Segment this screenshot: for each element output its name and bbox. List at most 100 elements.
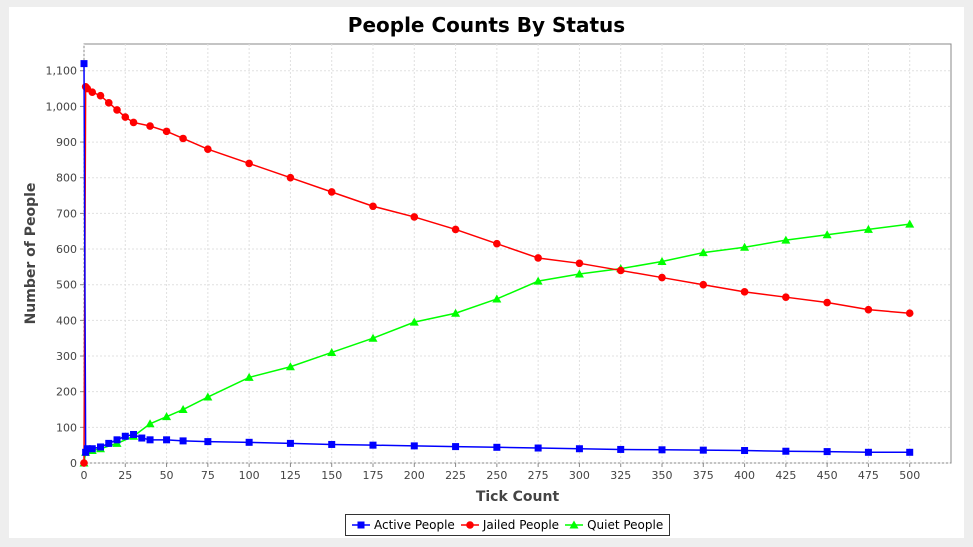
active-people-point	[699, 446, 707, 454]
jailed-people-point	[823, 298, 831, 307]
active-people-point	[328, 440, 336, 448]
quiet-people-point	[822, 230, 832, 239]
x-tick-label: 150	[321, 469, 342, 482]
active-people-point	[97, 443, 105, 451]
active-people-point	[782, 447, 790, 455]
y-tick-label: 300	[56, 350, 77, 363]
quiet-people-point	[409, 317, 419, 326]
active-people-point	[823, 448, 831, 456]
active-people-point	[121, 432, 129, 440]
x-tick-label: 0	[81, 469, 88, 482]
jailed-people-point	[905, 309, 914, 318]
x-tick-label: 175	[363, 469, 384, 482]
y-tick-label: 1,000	[46, 100, 78, 113]
active-people-point	[741, 447, 749, 455]
x-tick-label: 275	[528, 469, 549, 482]
x-tick-label: 425	[775, 469, 796, 482]
legend-swatch-active-people	[352, 521, 370, 529]
jailed-people-point	[451, 225, 460, 234]
jailed-people-point	[658, 273, 666, 282]
x-tick-label: 25	[118, 469, 132, 482]
legend-label: Active People	[374, 518, 455, 532]
quiet-people-point	[368, 333, 378, 342]
jailed-people-point	[410, 213, 419, 221]
jailed-people-point	[327, 188, 336, 196]
x-tick-label: 325	[610, 469, 631, 482]
y-tick-label: 600	[56, 243, 77, 256]
legend: Active People Jailed People Quiet People	[345, 514, 671, 536]
chart-panel: People Counts By Status 0 25 50 75 100 125 150…	[9, 7, 964, 538]
quiet-people-point	[657, 257, 667, 266]
jailed-people-point	[534, 254, 542, 262]
active-people-point	[83, 445, 91, 453]
x-tick-label: 225	[445, 469, 466, 482]
jailed-people-point	[129, 118, 138, 127]
active-people-point	[88, 445, 96, 453]
jailed-people-point	[699, 280, 708, 289]
legend-item-active-people: Active People	[352, 518, 455, 532]
x-tick-label: 500	[899, 469, 920, 482]
quiet-people-point	[145, 419, 155, 428]
jailed-people-point	[80, 459, 88, 467]
jailed-people-point	[96, 91, 105, 100]
quiet-people-point	[203, 392, 213, 401]
quiet-people-point	[327, 347, 337, 356]
active-people-point	[906, 448, 914, 456]
active-people-point	[245, 438, 253, 446]
active-people-point	[369, 441, 377, 449]
jailed-people-point	[616, 266, 625, 275]
plot-area	[83, 43, 952, 464]
chart-title: People Counts By Status	[347, 13, 626, 37]
active-people-point	[493, 443, 501, 451]
legend-item-jailed-people: Jailed People	[460, 518, 560, 532]
x-tick-label: 350	[652, 469, 673, 482]
jailed-people-point	[104, 99, 113, 107]
x-axis-title: Tick Count	[476, 489, 560, 505]
legend-label: Jailed People	[482, 518, 560, 532]
y-tick-label: 900	[56, 136, 77, 149]
y-tick-label: 200	[56, 386, 77, 399]
quiet-people-point	[533, 276, 543, 285]
active-people-point	[204, 438, 212, 446]
y-tick-label: 100	[56, 421, 77, 434]
active-people-point	[286, 439, 294, 447]
legend-swatch-quiet-people	[565, 520, 584, 529]
active-people-point	[105, 439, 113, 447]
x-tick-label: 400	[734, 469, 755, 482]
y-tick-label: 1,100	[46, 65, 78, 78]
y-tick-label: 0	[70, 457, 77, 470]
active-people-point	[452, 443, 460, 451]
active-people-point	[82, 448, 90, 456]
jailed-people-point	[204, 145, 212, 153]
active-people-point	[617, 445, 625, 453]
active-people-point	[179, 437, 187, 445]
jailed-people-point	[493, 239, 501, 248]
x-tick-label: 200	[404, 469, 425, 482]
x-tick-label: 375	[693, 469, 714, 482]
chart-svg: 0 25 50 75 100 125 150 175 200 225 250 275 300 325 350…	[23, 43, 952, 505]
x-tick-label: 125	[280, 469, 301, 482]
jailed-people-point	[88, 88, 97, 96]
x-tick-label: 475	[858, 469, 879, 482]
active-people-point	[163, 436, 171, 444]
legend-item-quiet-people: Quiet People	[565, 518, 663, 532]
jailed-people-point	[113, 106, 121, 114]
active-people-point	[575, 445, 583, 453]
active-people-point	[138, 434, 146, 442]
active-people-point	[658, 446, 666, 454]
y-tick-label: 400	[56, 314, 77, 327]
quiet-people-point	[451, 308, 461, 317]
jailed-people-point	[864, 305, 873, 314]
jailed-people-point	[162, 127, 171, 136]
legend-label: Quiet People	[587, 518, 664, 532]
jailed-people-point	[575, 259, 584, 268]
quiet-people-point	[162, 412, 172, 421]
y-tick-label: 700	[56, 207, 77, 220]
jailed-people-point	[146, 122, 154, 130]
jailed-people-point	[782, 293, 790, 301]
jailed-people-point	[121, 113, 130, 121]
quiet-people-point	[698, 248, 708, 257]
active-people-point	[146, 436, 154, 444]
quiet-people-point	[574, 269, 584, 278]
active-people-point	[410, 442, 418, 450]
